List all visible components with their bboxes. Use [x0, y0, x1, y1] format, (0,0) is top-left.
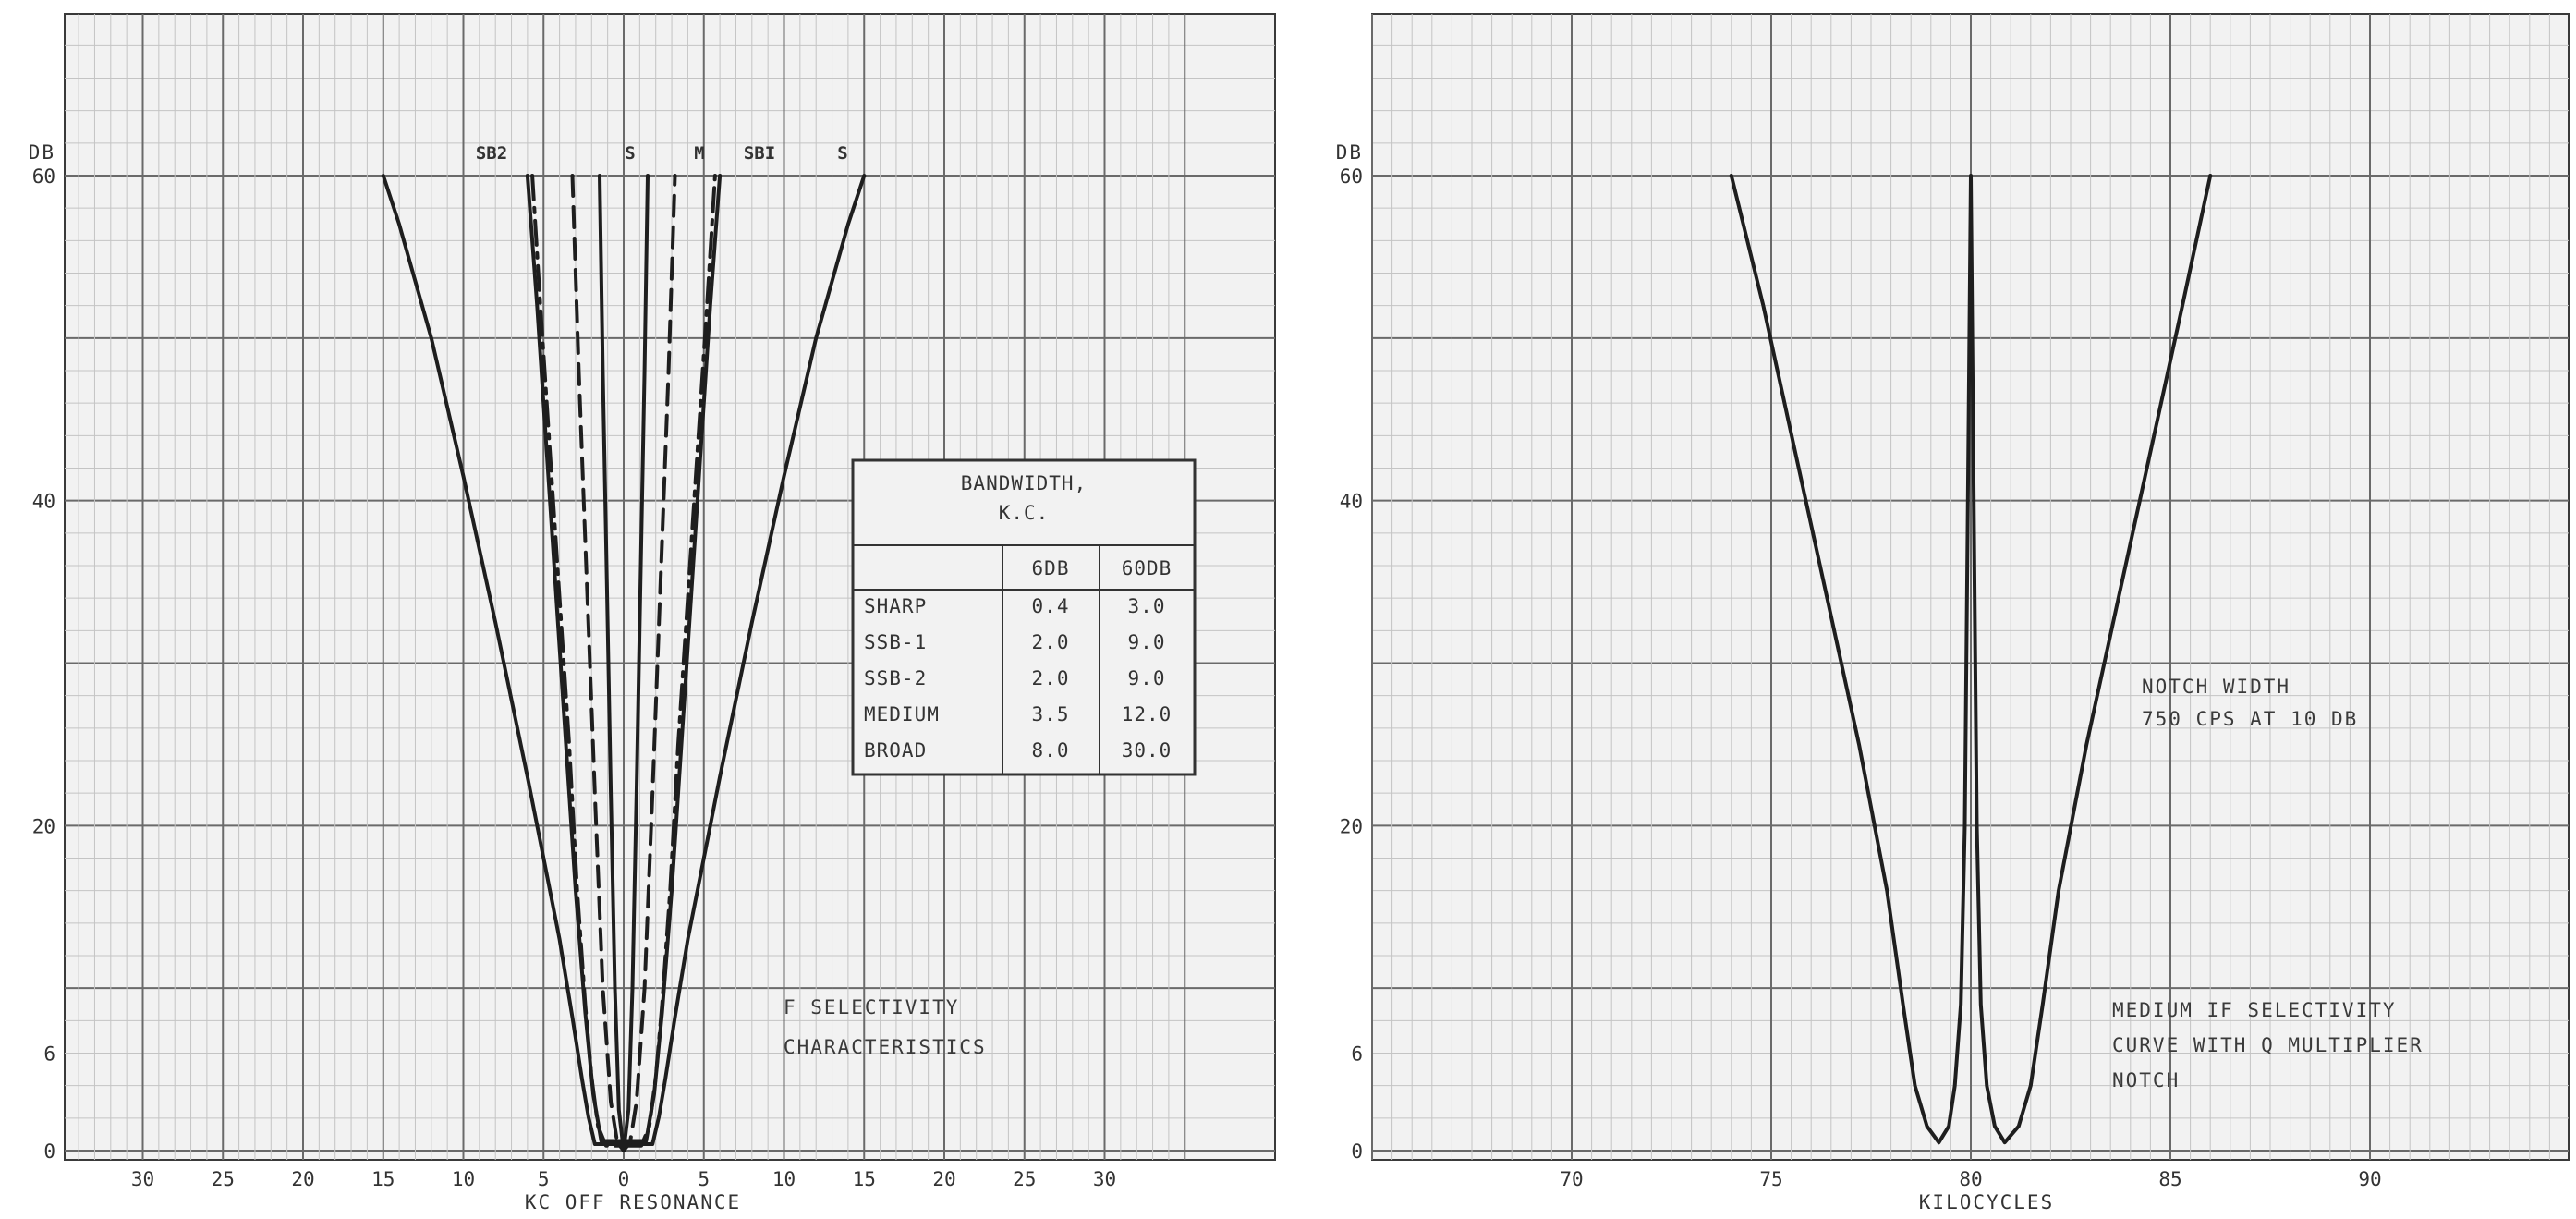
curve-tag-ssb1: SBI [744, 143, 775, 164]
right-tick-labels: 0 6 20 40 60 70 75 80 85 90 [1340, 165, 2382, 1190]
left-y-axis-unit: DB [29, 141, 55, 164]
right-caption-line-2: CURVE WITH Q MULTIPLIER [2112, 1034, 2424, 1056]
x-tick-label: 25 [1013, 1168, 1036, 1190]
left-tick-labels: 0 6 20 40 60 30 25 20 15 10 5 0 5 10 15 20 25 30 [32, 165, 1116, 1190]
bandwidth-row-6db: 3.5 [1032, 703, 1070, 725]
bandwidth-row-label: SSB-1 [864, 631, 927, 653]
x-tick-label: 80 [1959, 1168, 1982, 1190]
bandwidth-row-60db: 30.0 [1122, 739, 1173, 762]
x-tick-label: 20 [932, 1168, 955, 1190]
x-tick-label: 30 [131, 1168, 154, 1190]
right-caption-line-3: NOTCH [2112, 1069, 2180, 1091]
right-curve-notch [1729, 174, 2213, 1145]
bandwidth-row-label: SSB-2 [864, 667, 927, 689]
bandwidth-table-header-60db: 60DB [1122, 557, 1173, 579]
right-x-axis-title: KILOCYCLES [1919, 1191, 2054, 1213]
curve-tag-ssb2: SB2 [476, 143, 507, 164]
bandwidth-row-6db: 2.0 [1032, 631, 1070, 653]
curve-tag-sharp: S [625, 143, 635, 164]
x-tick-label: 15 [371, 1168, 395, 1190]
bandwidth-table-frame [851, 458, 1197, 776]
bandwidth-row-label: SHARP [864, 595, 927, 617]
x-tick-label: 20 [291, 1168, 314, 1190]
x-tick-label: 30 [1093, 1168, 1116, 1190]
left-grid [65, 14, 1275, 1160]
notch-width-line-2: 750 CPS AT 10 DB [2142, 708, 2358, 730]
left-annotation-line-2: CHARACTERISTICS [784, 1036, 987, 1058]
y-tick-label: 60 [1340, 165, 1363, 188]
x-tick-label: 70 [1560, 1168, 1583, 1190]
bandwidth-row-6db: 8.0 [1032, 739, 1070, 762]
x-tick-label: 85 [2158, 1168, 2181, 1190]
y-tick-label: 20 [1340, 815, 1363, 837]
right-y-axis-unit: DB [1336, 141, 1363, 164]
x-tick-label: 90 [2358, 1168, 2381, 1190]
y-tick-label: 6 [43, 1043, 55, 1066]
left-curve-tags: SB2 S M SBI S [476, 143, 848, 164]
left-annotation: F SELECTIVITY CHARACTERISTICS [784, 996, 987, 1058]
x-tick-label: 15 [853, 1168, 876, 1190]
x-tick-label: 10 [452, 1168, 475, 1190]
left-curve-sharp [598, 174, 650, 1152]
right-caption-line-1: MEDIUM IF SELECTIVITY [2112, 999, 2397, 1021]
y-tick-label: 0 [43, 1140, 55, 1163]
curve-tag-broad: S [837, 143, 847, 164]
bandwidth-table-header-6db: 6DB [1032, 557, 1070, 579]
x-tick-label: 0 [618, 1168, 630, 1190]
right-grid [1371, 14, 2569, 1160]
bandwidth-row-60db: 3.0 [1128, 595, 1166, 617]
left-chart: 0 6 20 40 60 30 25 20 15 10 5 0 5 10 15 20 25 30 DB KC OF… [29, 13, 1276, 1213]
x-tick-label: 75 [1759, 1168, 1782, 1190]
left-x-axis-title: KC OFF RESONANCE [525, 1191, 741, 1213]
bandwidth-row-6db: 2.0 [1032, 667, 1070, 689]
left-axis-titles: DB KC OFF RESONANCE [29, 141, 741, 1213]
x-tick-label: 25 [212, 1168, 235, 1190]
left-curves [381, 174, 867, 1152]
y-tick-label: 60 [32, 165, 55, 188]
bandwidth-row-60db: 9.0 [1128, 667, 1166, 689]
left-annotation-line-1: F SELECTIVITY [784, 996, 959, 1018]
x-tick-label: 10 [772, 1168, 796, 1190]
notch-width-line-1: NOTCH WIDTH [2142, 676, 2290, 698]
bandwidth-table: BANDWIDTH, K.C. 6DB 60DB SHARP 0.4 3.0 S… [851, 458, 1197, 776]
bandwidth-row-label: MEDIUM [864, 703, 940, 725]
bandwidth-row-60db: 12.0 [1122, 703, 1173, 725]
y-tick-label: 20 [32, 815, 55, 837]
right-axis-titles: DB KILOCYCLES [1336, 141, 2054, 1213]
y-tick-label: 0 [1351, 1140, 1363, 1163]
bandwidth-row-60db: 9.0 [1128, 631, 1166, 653]
y-tick-label: 40 [1340, 491, 1363, 513]
bandwidth-row-6db: 0.4 [1032, 595, 1070, 617]
bandwidth-table-title: BANDWIDTH, [961, 472, 1087, 494]
y-tick-label: 6 [1351, 1043, 1363, 1066]
y-tick-label: 40 [32, 491, 55, 513]
right-curves [1729, 174, 2213, 1145]
curve-tag-medium: M [694, 143, 704, 164]
bandwidth-table-subtitle: K.C. [999, 502, 1050, 524]
right-chart: 0 6 20 40 60 70 75 80 85 90 DB KILOCYCLES NOTCH W… [1336, 13, 2570, 1213]
x-tick-label: 5 [538, 1168, 550, 1190]
right-annotations: NOTCH WIDTH 750 CPS AT 10 DB MEDIUM IF S… [2112, 676, 2424, 1091]
x-tick-label: 5 [698, 1168, 710, 1190]
bandwidth-row-label: BROAD [864, 739, 927, 762]
